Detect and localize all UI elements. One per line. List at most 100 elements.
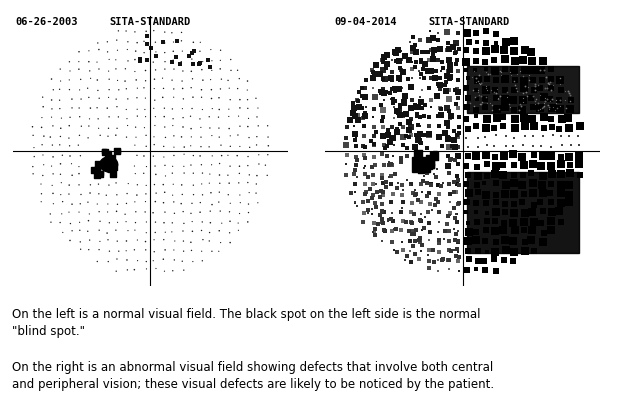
Point [415, 37, 425, 43]
Point [395, 77, 405, 83]
Point [207, 162, 217, 168]
Point [104, 161, 114, 168]
Point [452, 85, 462, 92]
Point [406, 181, 416, 188]
Point [451, 40, 461, 46]
Point [556, 75, 566, 81]
Point [538, 58, 548, 64]
Point [434, 48, 444, 54]
Point [54, 97, 64, 103]
Point [253, 123, 263, 129]
Point [536, 67, 546, 73]
Point [471, 48, 481, 55]
Point [196, 134, 206, 140]
Point [404, 228, 414, 234]
Point [103, 258, 113, 265]
Point [500, 87, 510, 93]
Point [392, 249, 402, 255]
Point [442, 120, 452, 126]
Point [378, 189, 388, 195]
Point [518, 142, 528, 148]
Point [56, 133, 66, 140]
Point [402, 176, 412, 183]
Point [122, 257, 132, 263]
Point [104, 87, 114, 93]
Point [214, 125, 224, 131]
Point [573, 133, 583, 139]
Point [405, 238, 415, 244]
Point [475, 101, 485, 108]
Point [467, 73, 477, 80]
Point [528, 67, 538, 73]
Point [419, 225, 429, 231]
Point [106, 166, 116, 172]
Point [86, 105, 96, 111]
Point [416, 59, 426, 66]
Point [216, 76, 226, 82]
Point [379, 141, 389, 148]
Point [234, 163, 244, 170]
Point [395, 121, 405, 127]
Point [348, 100, 358, 106]
Point [159, 40, 169, 46]
Point [384, 173, 394, 180]
Point [398, 239, 408, 245]
Point [556, 160, 566, 167]
Point [159, 85, 169, 92]
Point [215, 208, 225, 214]
Point [434, 237, 444, 244]
Point [82, 228, 92, 235]
Point [354, 104, 364, 110]
Point [432, 113, 442, 119]
Point [409, 231, 419, 237]
Point [414, 197, 424, 203]
Point [141, 67, 151, 74]
Point [536, 220, 546, 226]
Point [468, 87, 478, 93]
Point [414, 137, 424, 143]
Point [472, 144, 482, 150]
Point [403, 76, 413, 82]
Point [530, 87, 540, 93]
Point [130, 56, 140, 63]
Point [148, 153, 158, 159]
Point [378, 192, 388, 198]
Point [444, 191, 454, 197]
Point [350, 113, 360, 119]
Point [169, 257, 179, 263]
Point [225, 133, 235, 139]
Point [194, 59, 204, 66]
Point [476, 93, 486, 99]
Point [410, 187, 420, 193]
Point [195, 39, 205, 46]
Point [402, 252, 412, 259]
Point [158, 256, 168, 262]
Point [389, 98, 399, 104]
Point [439, 236, 449, 242]
Point [253, 105, 263, 111]
Point [449, 189, 459, 195]
Point [378, 114, 388, 120]
Point [122, 267, 132, 273]
Point [406, 84, 416, 90]
Point [216, 142, 226, 148]
Point [141, 191, 151, 197]
Point [141, 198, 151, 205]
Point [546, 181, 556, 188]
Point [130, 29, 140, 35]
Point [491, 31, 501, 37]
Point [413, 121, 423, 128]
Point [188, 152, 198, 159]
Point [366, 186, 376, 192]
Point [130, 142, 140, 148]
Point [413, 151, 423, 158]
Point [407, 104, 417, 111]
Point [55, 66, 65, 72]
Point [205, 171, 215, 177]
Point [483, 71, 493, 77]
Point [565, 162, 575, 168]
Point [556, 219, 566, 225]
Point [419, 75, 429, 81]
Point [350, 200, 360, 207]
Point [178, 124, 188, 130]
